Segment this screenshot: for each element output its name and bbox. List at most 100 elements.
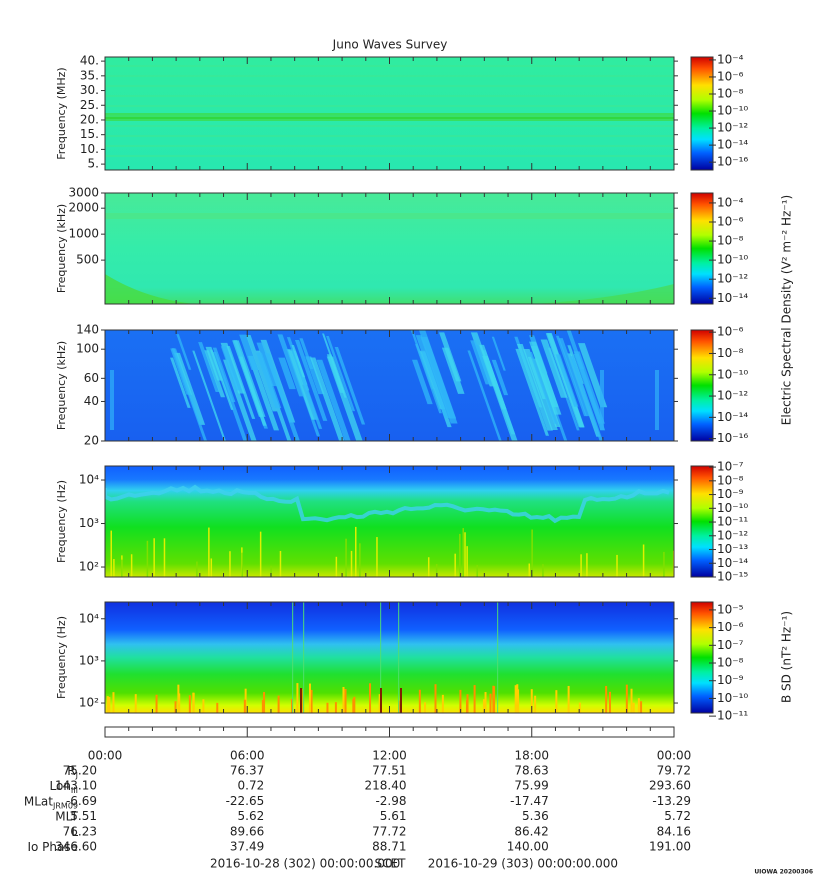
spectrogram-feature bbox=[198, 342, 220, 393]
footer-frame: SCET bbox=[375, 857, 407, 871]
ephemeris-label-sub: JRM09 bbox=[52, 801, 78, 810]
spectrogram-feature bbox=[411, 359, 433, 405]
y-axis-label: Frequency (MHz) bbox=[55, 67, 68, 159]
colorbar-tick-label: 10⁻¹⁰ bbox=[717, 691, 748, 705]
spectrogram-feature bbox=[270, 565, 272, 577]
spectrogram-feature bbox=[441, 694, 444, 713]
ephemeris-value: 77.72 bbox=[372, 824, 406, 838]
y-tick-label: 5. bbox=[88, 157, 99, 171]
spectrogram-feature bbox=[462, 528, 464, 577]
spectrogram-feature bbox=[459, 533, 461, 577]
spectrogram-feature bbox=[476, 565, 478, 577]
spectrogram-feature bbox=[415, 335, 451, 419]
ephemeris-value: 76.23 bbox=[63, 824, 97, 838]
spectrogram-feature bbox=[418, 689, 421, 713]
colorbar-tick-label: 10⁻¹⁴ bbox=[717, 291, 748, 305]
spectrogram-feature bbox=[105, 213, 674, 219]
spectrogram-feature bbox=[105, 274, 195, 304]
spectrogram-feature bbox=[279, 550, 282, 577]
spectrogram-feature bbox=[369, 683, 372, 713]
ephemeris-value: 0.72 bbox=[238, 779, 265, 793]
spectrogram-feature bbox=[204, 350, 226, 398]
spectrogram-feature bbox=[516, 684, 519, 713]
spectrogram-feature bbox=[578, 343, 608, 408]
colorbar-tick-label: 10⁻¹³ bbox=[717, 542, 748, 556]
ephemeris-value: 79.72 bbox=[657, 764, 691, 778]
y-axis-label: Frequency (kHz) bbox=[55, 341, 68, 430]
ephemeris-label-text: MLT bbox=[55, 809, 78, 823]
spectrogram-feature bbox=[245, 334, 278, 412]
colorbar-tick-label: 10⁻⁸ bbox=[717, 656, 744, 670]
spectrogram-feature bbox=[640, 701, 643, 713]
spectrogram-feature bbox=[309, 357, 345, 441]
y-tick-label: 20 bbox=[84, 434, 99, 448]
colorbar-tick-label: 10⁻⁶ bbox=[717, 620, 744, 634]
spectrogram-feature bbox=[350, 550, 353, 577]
ephemeris-value: 86.42 bbox=[514, 824, 548, 838]
colorbar-tick-label: 10⁻¹⁴ bbox=[717, 556, 748, 570]
ephemeris-label: MLatJRM09 bbox=[24, 794, 78, 810]
spectrogram-feature bbox=[247, 355, 280, 431]
spectrogram-feature bbox=[113, 559, 115, 577]
spectrogram-feature bbox=[355, 526, 357, 577]
spectrogram-feature bbox=[482, 355, 518, 441]
colorbar-tick-label: 10⁻¹⁰ bbox=[717, 253, 748, 267]
ephemeris-value: 5.62 bbox=[238, 809, 265, 823]
ephemeris-label-text: MLat bbox=[24, 794, 53, 808]
spectrogram-feature bbox=[222, 359, 257, 441]
spectrogram-feature bbox=[608, 691, 611, 713]
spectrogram-feature bbox=[466, 546, 468, 577]
spectrogram-feature bbox=[256, 352, 282, 409]
spectrogram-feature bbox=[434, 684, 437, 713]
ephemeris-value: -2.98 bbox=[375, 794, 406, 808]
colorbar-tick-label: 10⁻⁷ bbox=[717, 638, 744, 652]
y-axis-label: Frequency (Hz) bbox=[55, 480, 68, 563]
y-tick-label: 40. bbox=[80, 54, 99, 68]
spectrogram-feature bbox=[642, 544, 645, 577]
spectrogram-feature bbox=[286, 337, 323, 429]
spectrogram-feature bbox=[398, 700, 401, 713]
spectrogram-feature bbox=[326, 335, 356, 412]
spectrogram-feature bbox=[291, 344, 306, 378]
colorbar bbox=[690, 329, 714, 442]
y-tick-label: 100 bbox=[76, 342, 99, 356]
colorbar-tick-label: 10⁻⁹ bbox=[717, 487, 744, 501]
spectrogram-feature bbox=[534, 695, 537, 713]
colorbar bbox=[690, 601, 714, 714]
spectrogram-feature bbox=[400, 688, 402, 713]
colorbar-tick-label: 10⁻¹⁰ bbox=[717, 367, 748, 381]
figure-title: Juno Waves Survey bbox=[332, 38, 448, 52]
spectrogram-feature bbox=[353, 696, 356, 713]
spectrogram-feature bbox=[277, 334, 305, 397]
ephemeris-label-text: L bbox=[71, 824, 78, 838]
spectrogram-feature bbox=[580, 554, 582, 577]
spectrogram-feature bbox=[105, 484, 670, 524]
spectrogram-feature bbox=[586, 553, 588, 577]
spectrogram-feature bbox=[376, 537, 378, 577]
colorbar-tick-label: 10⁻⁸ bbox=[717, 346, 744, 360]
footer-end: 2016-10-29 (303) 00:00:00.000 bbox=[428, 857, 618, 871]
ephemeris-value: 84.16 bbox=[657, 824, 691, 838]
spectrogram-feature bbox=[326, 356, 363, 441]
spectrogram-feature bbox=[632, 702, 635, 713]
spectrogram-feature bbox=[542, 564, 544, 577]
spectrogram-feature bbox=[435, 564, 438, 577]
spectrogram-feature bbox=[527, 356, 546, 400]
spectrogram-feature bbox=[310, 689, 313, 713]
colorbar-tick-label: 10⁻⁶ bbox=[717, 214, 744, 228]
spectrogram-feature bbox=[188, 695, 191, 713]
colorbar bbox=[690, 192, 714, 305]
spectrogram-feature bbox=[299, 338, 314, 369]
spectrogram-feature bbox=[308, 683, 311, 713]
colorbar-tick-label: 10⁻¹⁶ bbox=[717, 155, 748, 169]
spectrogram-feature bbox=[261, 700, 264, 713]
colorbar-tick-label: 10⁻⁸ bbox=[717, 234, 744, 248]
y-axis-label: Frequency (kHz) bbox=[55, 204, 68, 293]
spectrogram-feature bbox=[497, 602, 499, 713]
spectrogram-feature bbox=[202, 699, 205, 713]
spectrogram-feature bbox=[491, 359, 509, 396]
spectrogram-feature bbox=[112, 692, 115, 713]
spectrogram-feature bbox=[105, 115, 674, 117]
colorbar-label: Electric Spectral Density (V² m⁻² Hz⁻¹) bbox=[780, 195, 794, 425]
spectrogram-feature bbox=[567, 685, 570, 713]
